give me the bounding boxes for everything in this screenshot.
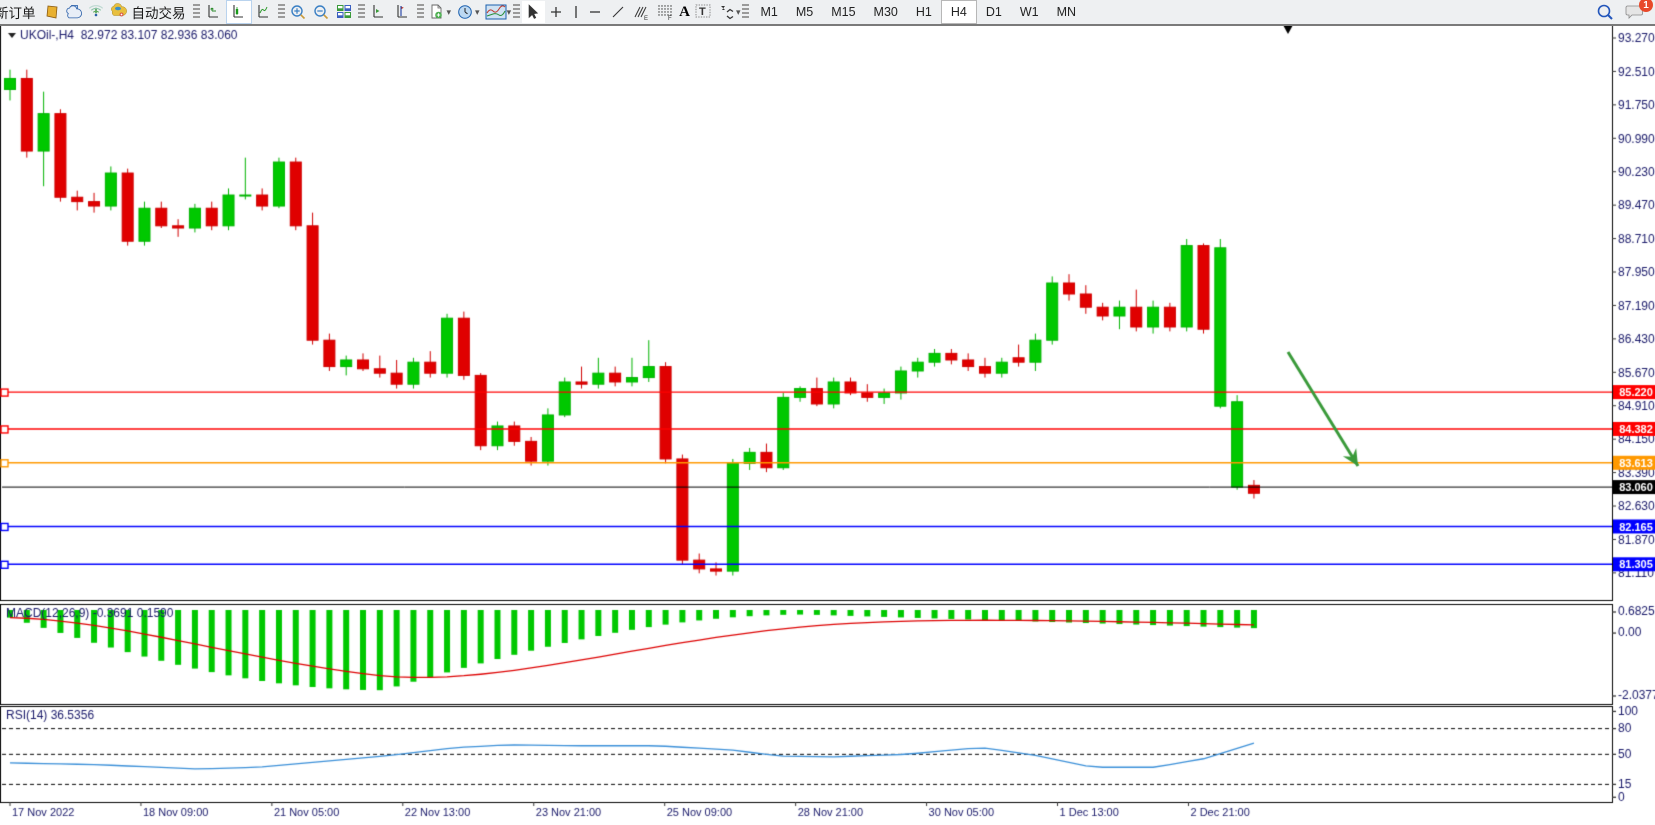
svg-text:F: F bbox=[668, 16, 672, 21]
svg-text:T: T bbox=[699, 6, 706, 18]
svg-text:E: E bbox=[644, 16, 648, 21]
